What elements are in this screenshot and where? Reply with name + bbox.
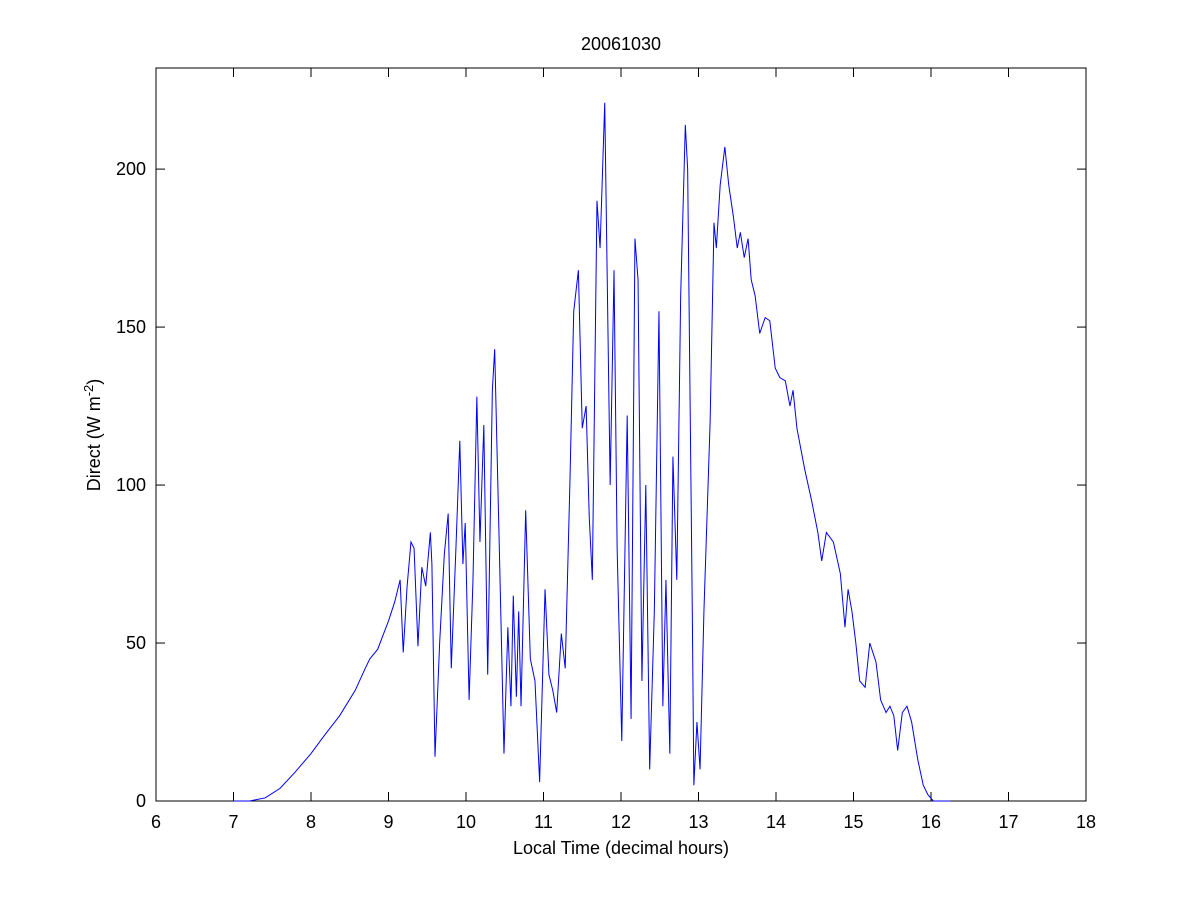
x-tick-label: 18 <box>1076 812 1096 832</box>
y-tick-label: 100 <box>116 475 146 495</box>
x-tick-label: 7 <box>228 812 238 832</box>
y-tick-label: 0 <box>136 791 146 811</box>
x-axis-label: Local Time (decimal hours) <box>513 838 729 858</box>
y-tick-label: 200 <box>116 159 146 179</box>
x-tick-label: 14 <box>766 812 786 832</box>
x-tick-label: 16 <box>921 812 941 832</box>
y-axis-label-text: Direct (W m <box>84 396 104 491</box>
chart-title: 20061030 <box>581 34 661 54</box>
x-tick-label: 11 <box>534 812 553 832</box>
y-axis-label-tail: ) <box>84 379 104 385</box>
data-line <box>233 102 951 802</box>
x-tick-label: 9 <box>383 812 393 832</box>
x-tick-label: 17 <box>998 812 1018 832</box>
x-tick-label: 12 <box>611 812 631 832</box>
x-tick-label: 15 <box>843 812 863 832</box>
x-tick-label: 13 <box>688 812 708 832</box>
x-tick-label: 8 <box>306 812 316 832</box>
x-tick-label: 6 <box>151 812 161 832</box>
x-tick-label: 10 <box>456 812 476 832</box>
y-axis-label: Direct (W m-2) <box>81 379 104 492</box>
y-axis-label-sup: -2 <box>81 385 96 397</box>
y-tick-label: 150 <box>116 317 146 337</box>
y-tick-label: 50 <box>126 633 146 653</box>
